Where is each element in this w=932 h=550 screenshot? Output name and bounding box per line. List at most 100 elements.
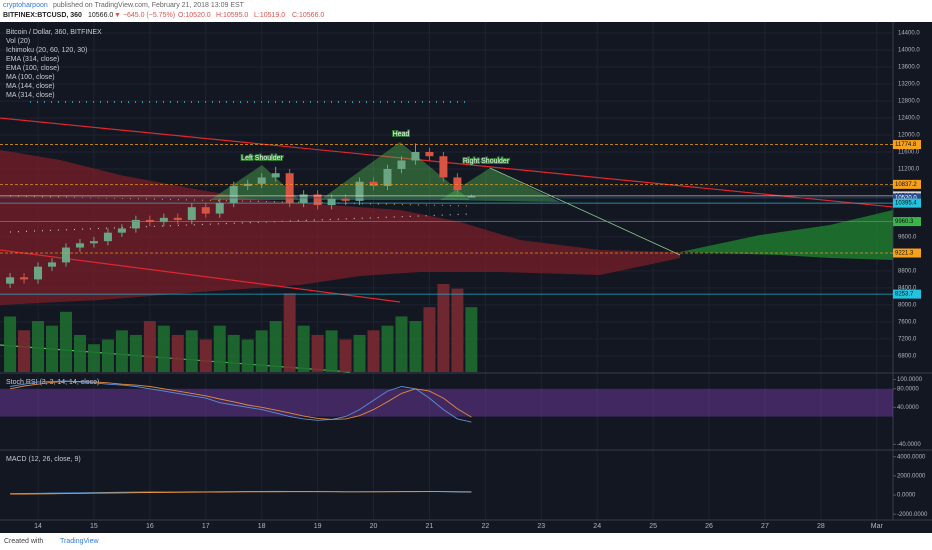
- price-label: 11774.8: [895, 142, 917, 148]
- price-label-bg: [893, 198, 921, 208]
- x-tick-label: 14: [34, 523, 42, 530]
- footer-text: Created with: [4, 538, 43, 545]
- volume-bar: [367, 330, 380, 372]
- y-tick-label: 11600.0: [898, 150, 920, 156]
- volume-bar: [101, 339, 114, 372]
- candle-body: [313, 194, 322, 206]
- candle-body: [383, 168, 392, 186]
- target-line: [489, 167, 681, 256]
- x-tick-label: 22: [481, 523, 489, 530]
- candle-body: [215, 202, 224, 214]
- price-label: 9221.3: [895, 251, 914, 257]
- x-tick-label: 25: [649, 523, 657, 530]
- y-tick-label: 6800.0: [898, 353, 917, 359]
- y-tick-label: 8000.0: [898, 302, 917, 308]
- volume-bar: [18, 330, 31, 372]
- volume-bar: [465, 307, 478, 372]
- drawings: [0, 101, 894, 373]
- price-label-bg: [893, 217, 921, 227]
- y-tick-label: 40.0000: [897, 405, 919, 411]
- volume-bar: [353, 334, 366, 372]
- price-label-bg: [893, 248, 921, 258]
- candle-body: [397, 160, 406, 169]
- x-tick-label: 28: [817, 523, 825, 530]
- y-tick-label: 12000.0: [898, 133, 920, 139]
- series-line: [10, 380, 472, 420]
- candle-body: [257, 177, 266, 184]
- ohlc: L:10519.0: [254, 12, 285, 19]
- y-tick-label: 80.0000: [897, 386, 919, 392]
- candle-body: [159, 217, 168, 223]
- y-tick-label: 0.0000: [897, 493, 916, 499]
- candle-body: [467, 195, 476, 198]
- volume-bar: [339, 339, 352, 372]
- y-tick-label: -2000.0000: [897, 512, 928, 518]
- candle-body: [425, 151, 434, 157]
- candle-body: [131, 219, 140, 229]
- x-tick-label: 21: [426, 523, 434, 530]
- volume-bar: [451, 288, 464, 372]
- y-tick-label: 13200.0: [898, 82, 920, 88]
- candle-body: [34, 266, 43, 280]
- candle-body: [327, 198, 336, 206]
- volume-bar: [213, 325, 226, 372]
- candle-body: [439, 156, 448, 178]
- footer-bg: [0, 533, 932, 550]
- volume-bar: [87, 344, 100, 372]
- y-tick-label: 13600.0: [898, 65, 920, 71]
- candle-body: [173, 217, 182, 220]
- price-label: 10395.4: [895, 201, 917, 207]
- candle-body: [285, 173, 294, 203]
- published: published on TradingView.com, February 2…: [53, 2, 245, 9]
- y-tick-label: 9600.0: [898, 235, 917, 241]
- volume-bar: [185, 330, 198, 372]
- indicator-legend: Ichimoku (20, 60, 120, 30): [6, 47, 87, 54]
- candle-body: [20, 277, 29, 280]
- volume-bar: [59, 311, 72, 372]
- y-tick-label: 14000.0: [898, 48, 920, 54]
- candle-body: [103, 232, 112, 242]
- indicator-legend: EMA (100, close): [6, 65, 59, 72]
- ichimoku-cloud-future: [680, 210, 893, 260]
- volume-bar: [199, 339, 212, 372]
- footer-brand[interactable]: TradingView: [60, 538, 99, 545]
- candle-body: [75, 243, 84, 248]
- volume-bar: [4, 316, 17, 372]
- ohlc: O:10520.0: [178, 12, 211, 19]
- y-tick-label: 100.0000: [897, 377, 923, 383]
- candle-body: [48, 262, 57, 267]
- candle-body: [89, 241, 98, 244]
- y-tick-label: 7200.0: [898, 336, 917, 342]
- pattern-right-shoulder: [440, 168, 560, 202]
- x-tick-label: 20: [370, 523, 378, 530]
- candle-body: [117, 228, 126, 233]
- ichimoku-cloud: [0, 150, 680, 305]
- volume-bar: [423, 307, 436, 372]
- candle-body: [355, 181, 364, 201]
- volume-bar: [255, 330, 268, 372]
- indicator-legend: MA (100, close): [6, 74, 55, 81]
- volume-bar: [395, 316, 408, 372]
- volume-bar: [269, 321, 282, 372]
- volume-bar: [227, 334, 240, 372]
- indicator-legend: Vol (20): [6, 38, 30, 45]
- candle-body: [243, 183, 252, 186]
- band: [0, 388, 893, 417]
- volume-bar: [381, 325, 394, 372]
- author[interactable]: cryptoharpoon: [3, 2, 48, 9]
- candle-body: [271, 173, 280, 178]
- x-tick-label: 24: [593, 523, 601, 530]
- y-tick-label: 8800.0: [898, 268, 917, 274]
- x-tick-label: 19: [314, 523, 322, 530]
- change: ▼ −645.0 (−5.75%): [114, 12, 175, 19]
- indicator-legend: MA (314, close): [6, 92, 55, 99]
- y-tick-label: 4000.0000: [897, 454, 926, 460]
- candle-body: [229, 185, 238, 203]
- y-tick-label: 12800.0: [898, 99, 920, 105]
- candle-body: [369, 181, 378, 186]
- price-label: 10837.2: [895, 182, 917, 188]
- symbol: BITFINEX:BTCUSD, 360: [3, 12, 82, 19]
- price-label: 10520.0: [895, 195, 917, 201]
- volume-bar: [157, 325, 170, 372]
